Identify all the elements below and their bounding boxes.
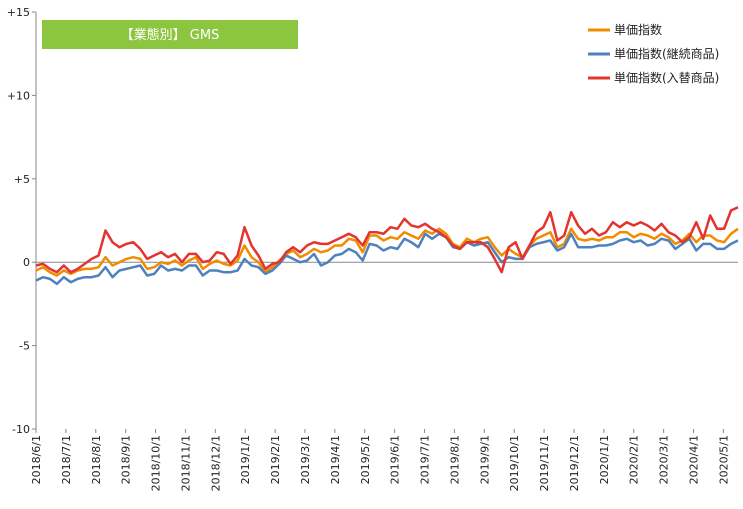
x-tick-label: 2018/7/1 <box>60 435 73 484</box>
y-tick-label: 0 <box>23 256 30 269</box>
y-tick-label: -5 <box>19 340 30 353</box>
x-tick-label: 2018/6/1 <box>30 435 43 484</box>
legend-label: 単価指数(継続商品) <box>614 46 719 61</box>
chart-title-background <box>42 20 298 49</box>
series-line-1 <box>35 227 739 277</box>
x-tick-label: 2019/11/1 <box>538 435 551 491</box>
x-tick-label: 2019/8/1 <box>448 435 461 484</box>
legend-label: 単価指数 <box>614 22 662 37</box>
legend-label: 単価指数(入替商品) <box>614 70 719 85</box>
y-axis-ticks: -10 -5 0 +5 +10 +15 <box>7 6 36 436</box>
x-tick-label: 2019/7/1 <box>419 435 432 484</box>
x-tick-label: 2020/4/1 <box>688 435 701 484</box>
x-tick-label: 2019/2/1 <box>269 435 282 484</box>
x-tick-label: 2020/3/1 <box>658 435 671 484</box>
x-tick-label: 2019/3/1 <box>299 435 312 484</box>
x-tick-label: 2020/2/1 <box>628 435 641 484</box>
x-tick-label: 2019/9/1 <box>478 435 491 484</box>
x-tick-label: 2018/10/1 <box>150 435 163 491</box>
chart-title-box: 【業態別】 GMS <box>42 20 298 49</box>
x-axis-ticks: 2018/6/1 2018/7/1 2018/8/1 2018/9/1 2018/10/… <box>30 429 730 491</box>
x-tick-label: 2020/1/1 <box>598 435 611 484</box>
chart-title: 【業態別】 GMS <box>121 27 220 43</box>
y-tick-label: +10 <box>7 89 30 102</box>
x-tick-label: 2018/9/1 <box>120 435 133 484</box>
series-line-2 <box>35 232 739 286</box>
axes <box>35 12 738 429</box>
y-tick-label: +5 <box>14 173 30 186</box>
x-tick-label: 2019/12/1 <box>568 435 581 491</box>
series-line-3 <box>35 206 739 274</box>
x-tick-label: 2019/10/1 <box>508 435 521 491</box>
x-tick-label: 2019/1/1 <box>239 435 252 484</box>
y-tick-label: -10 <box>12 423 30 436</box>
x-tick-label: 2019/5/1 <box>359 435 372 484</box>
y-tick-label: +15 <box>7 6 30 19</box>
x-tick-label: 2018/11/1 <box>179 435 192 491</box>
series-lines <box>35 206 739 286</box>
x-tick-label: 2018/12/1 <box>209 435 222 491</box>
x-tick-label: 2019/6/1 <box>389 435 402 484</box>
x-tick-label: 2020/5/1 <box>717 435 730 484</box>
x-tick-label: 2018/8/1 <box>90 435 103 484</box>
x-tick-label: 2019/4/1 <box>329 435 342 484</box>
